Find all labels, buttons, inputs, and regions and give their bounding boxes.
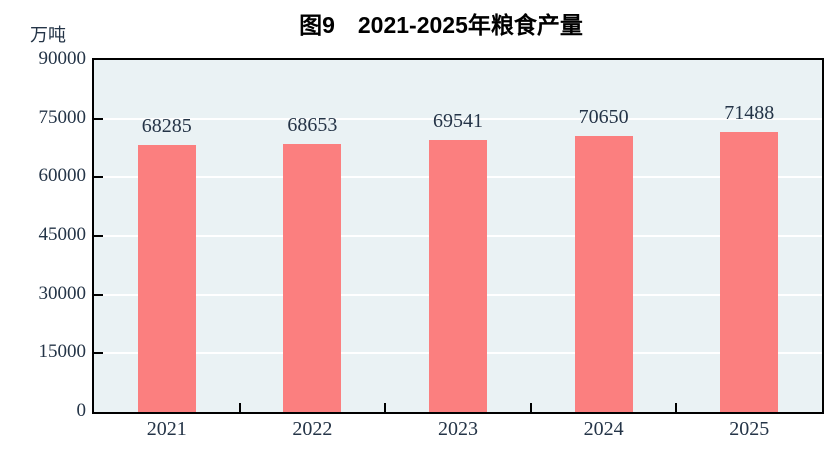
- y-axis-tick-label: 45000: [38, 224, 87, 245]
- x-axis-tick-mark: [529, 403, 532, 412]
- bar-value-label: 69541: [433, 110, 483, 133]
- x-axis-tick-mark: [675, 403, 678, 412]
- chart-title: 图9 2021-2025年粮食产量: [299, 12, 583, 38]
- bar-2021: [137, 144, 196, 412]
- bar-2022: [283, 143, 342, 412]
- x-axis-tick-mark: [384, 403, 387, 412]
- bar-2025: [720, 132, 779, 412]
- y-axis-tick-label: 30000: [38, 282, 87, 304]
- x-axis-tick-label: 2024: [583, 418, 624, 440]
- bar-2024: [574, 135, 633, 412]
- y-axis-tick-label: 0: [76, 400, 87, 421]
- x-axis-tick-label: 2025: [729, 418, 770, 440]
- plot-area: 68285 68653 69541 70650 71488: [92, 58, 824, 414]
- y-axis-tick-label: 60000: [38, 165, 87, 187]
- bar-value-label: 68653: [287, 113, 338, 136]
- bar-value-label: 71488: [724, 102, 775, 125]
- y-axis-tick-mark: [94, 352, 103, 355]
- x-axis-tick-label: 2021: [146, 418, 187, 440]
- y-axis-tick-mark: [94, 117, 103, 120]
- y-axis-tick-mark: [94, 176, 103, 179]
- y-axis-tick-label: 15000: [38, 341, 87, 363]
- y-axis-unit-label: 万吨: [30, 25, 66, 45]
- x-axis-tick-label: 2022: [292, 418, 333, 440]
- bar-value-label: 70650: [578, 105, 629, 128]
- x-axis-tick-label: 2023: [438, 418, 478, 440]
- y-axis-tick-label: 75000: [38, 106, 87, 128]
- bar-value-label: 68285: [141, 114, 192, 137]
- y-axis-tick-label: 90000: [38, 48, 87, 69]
- bar-2023: [429, 140, 487, 412]
- gridline: [94, 117, 822, 120]
- y-axis-tick-mark: [94, 293, 103, 296]
- x-axis-tick-mark: [238, 403, 241, 412]
- y-axis-tick-mark: [94, 235, 103, 237]
